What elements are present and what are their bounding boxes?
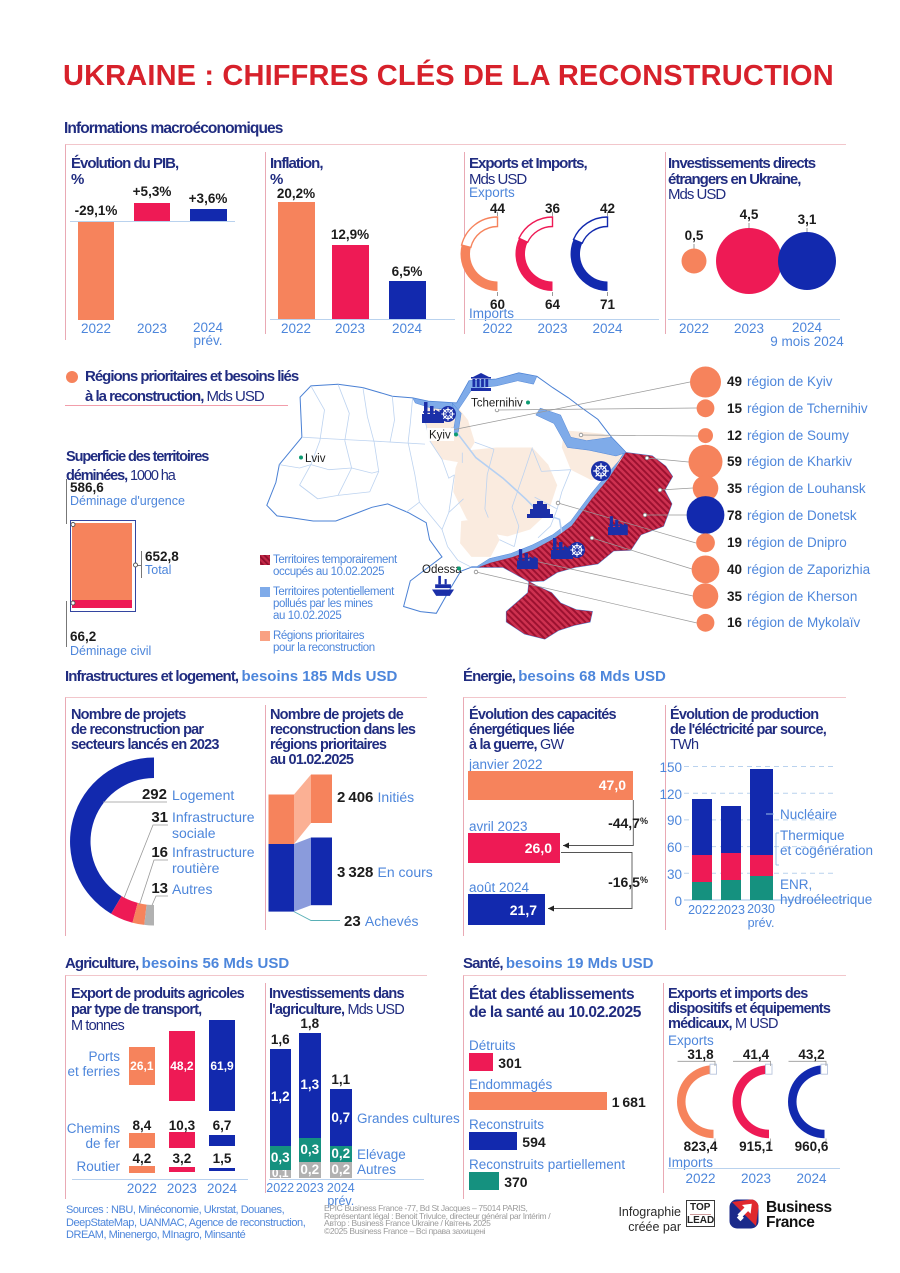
svg-text:Odessa: Odessa <box>422 564 462 576</box>
svg-text:Kyiv: Kyiv <box>429 430 451 442</box>
svg-text:Tchernihiv: Tchernihiv <box>471 398 523 410</box>
svg-text:Lviv: Lviv <box>305 453 326 465</box>
